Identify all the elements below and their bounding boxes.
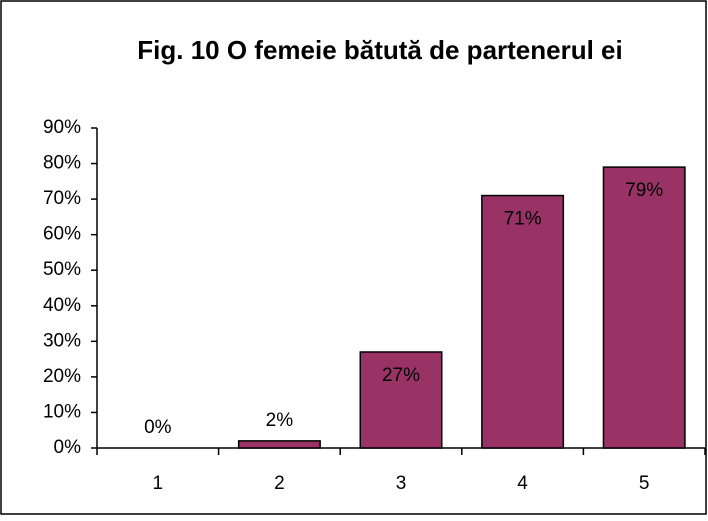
bar [359, 351, 443, 449]
x-tick-label: 1 [153, 473, 164, 494]
value-label: 2% [266, 410, 294, 431]
y-tick-label: 30% [43, 330, 81, 351]
y-tick-label: 80% [43, 153, 81, 174]
value-label: 79% [625, 180, 663, 201]
x-tick-label: 4 [517, 473, 528, 494]
x-tick-label: 2 [274, 473, 285, 494]
chart-title: Fig. 10 O femeie bătută de partenerul ei [137, 35, 622, 65]
x-tick-label: 3 [396, 473, 407, 494]
y-tick-label: 0% [54, 437, 82, 458]
y-tick-label: 90% [43, 117, 81, 138]
value-label: 71% [504, 209, 542, 230]
y-tick-label: 10% [43, 401, 81, 422]
x-tick-label: 5 [639, 473, 650, 494]
y-tick-label: 20% [43, 366, 81, 387]
value-label: 0% [144, 417, 172, 438]
value-label: 27% [382, 365, 420, 386]
y-tick-label: 70% [43, 188, 81, 209]
y-tick-label: 40% [43, 295, 81, 316]
y-tick-label: 60% [43, 224, 81, 245]
bar [481, 194, 565, 449]
bar [602, 166, 686, 449]
bar [237, 440, 321, 449]
y-tick-label: 50% [43, 259, 81, 280]
